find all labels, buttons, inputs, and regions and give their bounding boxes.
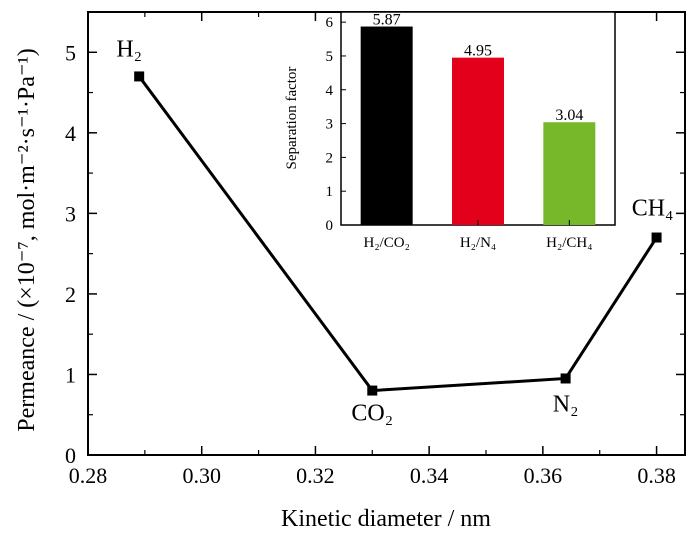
inset-bar-value-label: 3.04 <box>555 107 583 124</box>
data-point-label: CH₄ <box>632 196 674 222</box>
inset-y-tick-label: 5 <box>326 49 334 65</box>
inset-y-tick-label: 1 <box>326 184 334 200</box>
permeance-points: H₂ CO₂ N₂ CH₄ <box>116 36 673 426</box>
inset-y-tick-label: 0 <box>326 218 334 234</box>
inset-y-axis-title: Separation factor <box>284 67 300 170</box>
x-tick-label: 0.32 <box>296 463 335 488</box>
inset-y-tick-label: 6 <box>326 15 334 31</box>
inset-category-label: H₂/CH₄ <box>546 235 592 251</box>
x-tick-label: 0.34 <box>410 463 449 488</box>
inset-category-label: H₂/CO₂ <box>364 235 410 251</box>
data-point-marker <box>367 385 378 396</box>
y-tick-label: 4 <box>65 121 76 146</box>
data-point-marker <box>651 232 662 243</box>
y-tick-label: 5 <box>65 40 76 65</box>
inset-y-tick-label: 4 <box>326 83 334 99</box>
inset-bar-value-label: 5.87 <box>373 12 401 29</box>
y-tick-label: 0 <box>65 443 76 468</box>
y-tick-label: 1 <box>65 362 76 387</box>
y-tick-label: 2 <box>65 282 76 307</box>
x-tick-label: 0.36 <box>524 463 563 488</box>
x-axis-title: Kinetic diameter / nm <box>281 506 491 532</box>
y-axis-title: Permeance / (×10⁻⁷, mol·m⁻²·s⁻¹·Pa⁻¹) <box>14 48 40 431</box>
inset-bar <box>360 26 413 225</box>
data-point-label: H₂ <box>116 36 142 62</box>
data-point-label: CO₂ <box>351 401 393 427</box>
inset-bars: 5.87 H₂/CO₂ 4.95 H₂/N₄ 3.04 H₂/CH₄ <box>360 12 596 251</box>
data-point-label: N₂ <box>553 391 579 417</box>
inset-y-tick-label: 3 <box>326 117 334 133</box>
inset-y-ticks: 0 1 2 3 4 5 6 <box>326 15 346 234</box>
data-point-marker <box>560 373 571 384</box>
inset-bar <box>543 122 596 225</box>
data-point-marker <box>134 71 145 82</box>
main-y-ticks: 0 1 2 3 4 5 <box>65 11 685 468</box>
permeance-series-line <box>137 75 658 393</box>
x-tick-label: 0.28 <box>69 463 108 488</box>
x-tick-label: 0.38 <box>637 463 676 488</box>
x-tick-label: 0.30 <box>182 463 221 488</box>
y-tick-label: 3 <box>65 201 76 226</box>
main-x-ticks: 0.28 0.30 0.32 0.34 0.36 0.38 <box>69 12 676 488</box>
inset-bar <box>452 57 504 226</box>
inset-y-tick-label: 2 <box>326 150 334 166</box>
inset-bar-value-label: 4.95 <box>464 43 492 60</box>
inset-category-label: H₂/N₄ <box>460 235 496 251</box>
